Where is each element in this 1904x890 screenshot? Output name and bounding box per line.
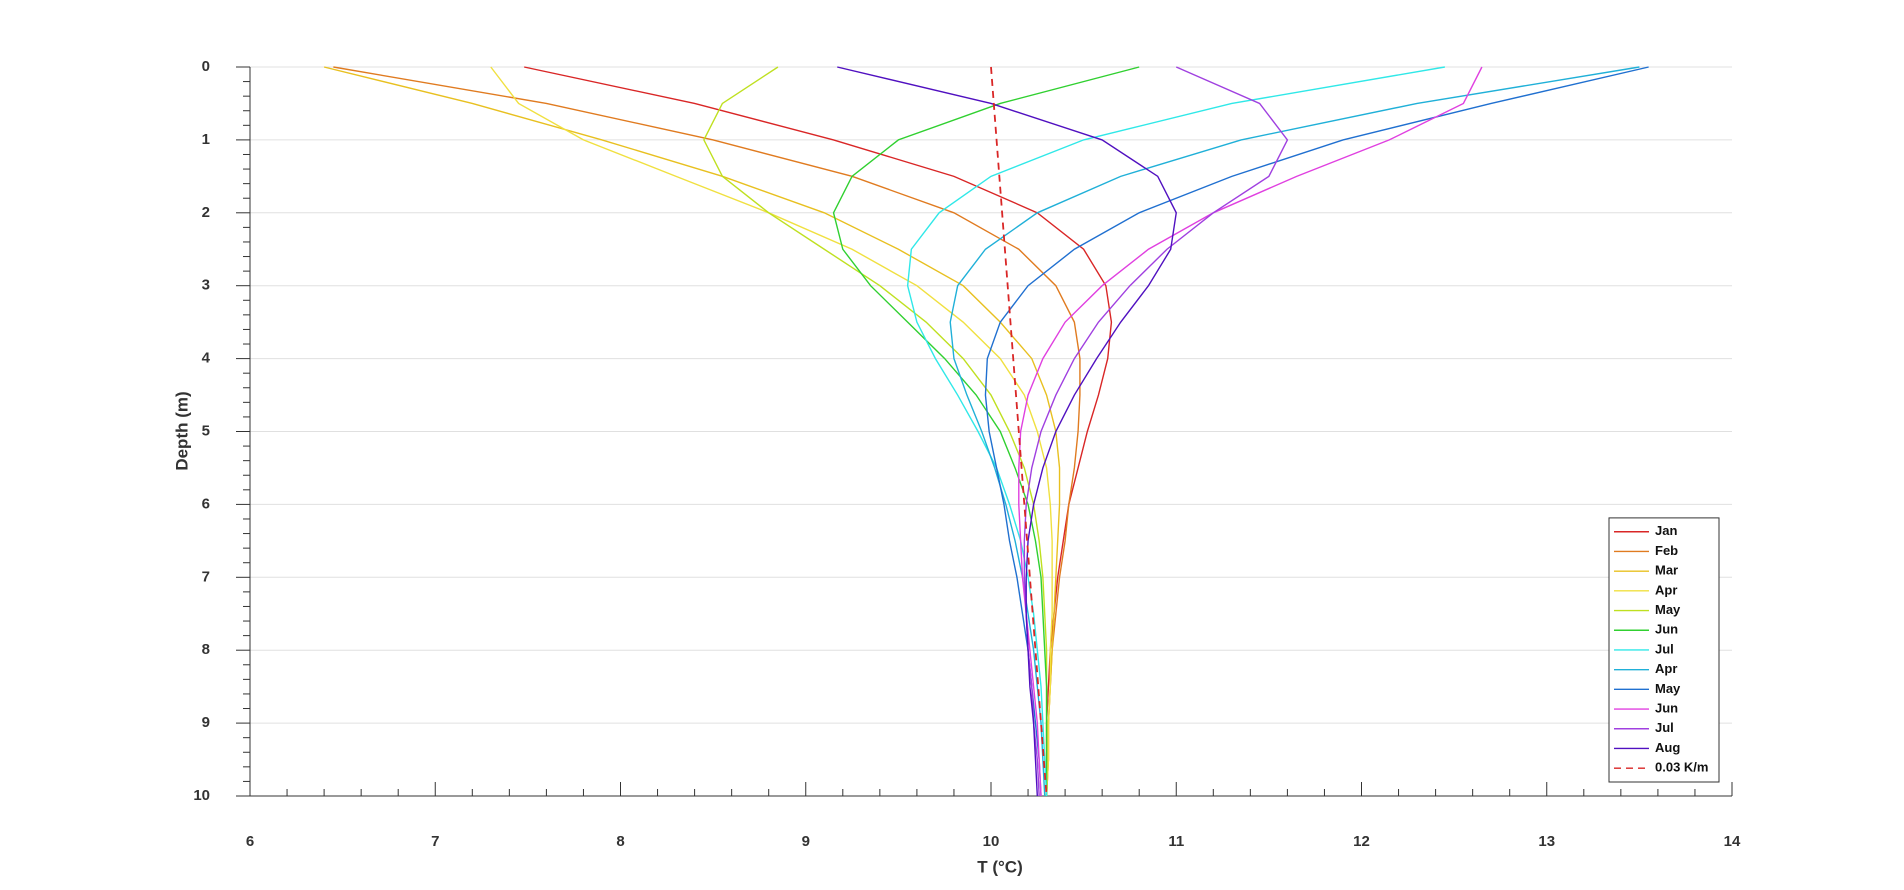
legend-label: May [1655,602,1681,617]
y-tick-label: 4 [202,350,211,367]
x-tick-label: 9 [802,833,810,850]
x-tick-label: 14 [1724,833,1741,850]
x-tick-label: 13 [1538,833,1555,850]
legend-label: Feb [1655,543,1678,558]
y-tick-label: 5 [202,422,210,439]
legend-label: Mar [1655,563,1678,578]
y-tick-label: 7 [202,568,210,585]
series-line [1023,66,1289,797]
y-axis-label: Depth (m) [172,391,191,470]
series-line [837,66,1177,797]
legend-label: Jun [1655,700,1678,715]
x-axis-label: T (°C) [977,857,1023,876]
y-tick-label: 9 [202,714,210,731]
y-tick-label: 6 [202,495,210,512]
y-tick-label: 0 [202,58,210,75]
x-tick-label: 10 [983,833,1000,850]
legend-label: May [1655,681,1681,696]
legend-label: Jul [1655,720,1674,735]
x-tick-label: 7 [431,833,439,850]
legend-label: Aug [1655,740,1680,755]
legend-label: Apr [1655,582,1677,597]
x-tick-label: 11 [1168,833,1184,850]
series-line [832,66,1140,796]
y-tick-label: 2 [202,204,210,221]
x-tick-label: 6 [246,833,254,850]
legend: Jan Feb Mar Apr May Jun Jul Apr May Jun Jul Aug 0.03… [1608,517,1720,783]
legend-label: Jan [1655,523,1677,538]
y-tick-label: 8 [202,641,210,658]
legend-label: Apr [1655,661,1677,676]
series-line [524,66,1113,796]
legend-label: 0.03 K/m [1655,760,1708,775]
series-line [949,66,1640,797]
x-tick-label: 12 [1353,833,1370,850]
y-tick-label: 10 [193,787,210,804]
series-line [990,66,1048,797]
y-tick-label: 1 [202,131,210,148]
x-tick-label: 8 [616,833,624,850]
legend-label: Jun [1655,622,1678,637]
series-line [1018,66,1483,797]
series-line [906,66,1445,797]
y-tick-label: 3 [202,277,210,294]
legend-label: Jul [1655,641,1674,656]
series-line [490,66,1053,797]
